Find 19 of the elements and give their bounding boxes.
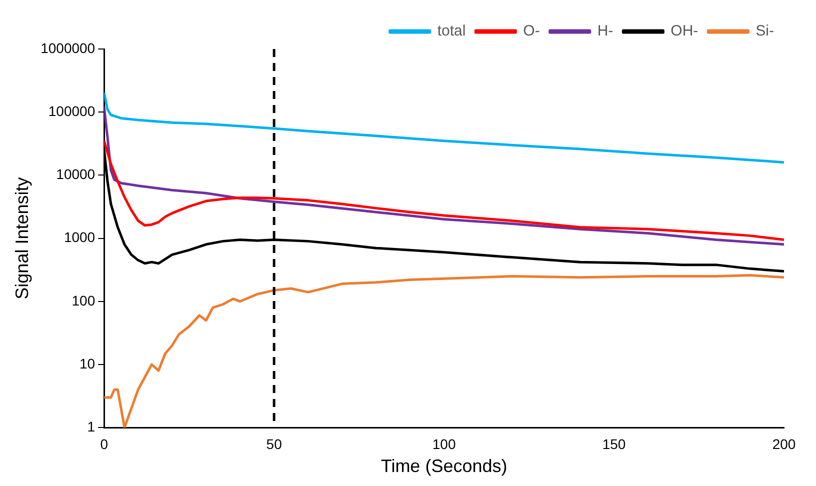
legend-label: O- xyxy=(523,22,540,40)
y-tick-label: 1000000 xyxy=(40,40,96,56)
y-tick-label: 100000 xyxy=(48,102,96,119)
legend-label: OH- xyxy=(670,22,698,40)
x-tick-label: 100 xyxy=(432,436,456,452)
x-tick-label: 200 xyxy=(772,436,796,452)
x-tick-label: 150 xyxy=(602,436,626,452)
x-axis-title: Time (Seconds) xyxy=(380,456,508,476)
legend-label: H- xyxy=(597,22,614,40)
x-tick-label: 0 xyxy=(100,436,108,452)
y-tick-label: 10 xyxy=(80,355,96,372)
x-tick-label: 50 xyxy=(266,436,282,452)
y-tick-label: 1000 xyxy=(64,229,96,246)
y-axis-title: Signal Intensity xyxy=(12,177,32,300)
y-tick-label: 100 xyxy=(72,292,96,308)
y-tick-label: 1 xyxy=(87,418,96,434)
y-tick-label: 10000 xyxy=(56,166,96,182)
legend-label: Si- xyxy=(756,22,774,40)
legend-label: total xyxy=(437,22,466,40)
